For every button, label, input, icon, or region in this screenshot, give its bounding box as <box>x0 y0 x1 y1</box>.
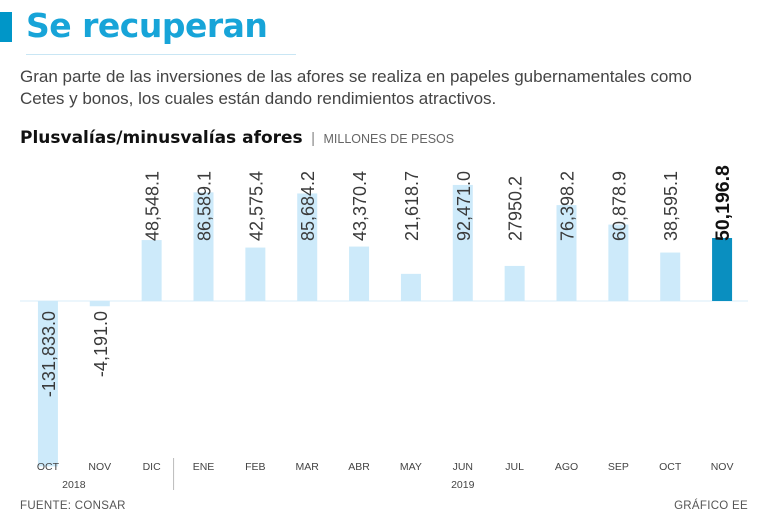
bar-1 <box>89 301 110 307</box>
bar-12 <box>660 252 681 301</box>
bar-4 <box>245 247 266 301</box>
month-label-11: SEP <box>608 461 629 473</box>
bar-6 <box>349 246 370 301</box>
chart-title: Plusvalías/minusvalías afores <box>20 128 303 148</box>
bar-9 <box>504 265 525 301</box>
title-divider <box>26 54 296 55</box>
bar-8 <box>452 184 473 301</box>
value-label-5: 85,684.2 <box>298 171 318 241</box>
bar-3 <box>193 192 214 301</box>
month-label-2: DIC <box>143 461 162 473</box>
bar-13 <box>712 238 733 301</box>
year-label-2018: 2018 <box>62 479 86 491</box>
value-label-7: 21,618.7 <box>402 171 422 241</box>
month-label-6: ABR <box>348 461 370 473</box>
month-label-4: FEB <box>245 461 265 473</box>
value-label-6: 43,370.4 <box>350 171 370 241</box>
value-label-13: 50,196.8 <box>712 165 734 241</box>
bar-7 <box>400 273 421 301</box>
month-label-3: ENE <box>193 461 215 473</box>
credit-note: GRÁFICO EE <box>674 500 748 512</box>
month-label-10: AGO <box>555 461 578 473</box>
chart-title-separator: | <box>311 130 316 147</box>
month-label-12: OCT <box>659 461 682 473</box>
chart-units: MILLONES DE PESOS <box>323 132 455 146</box>
month-label-7: MAY <box>400 461 422 473</box>
value-label-3: 86,589.1 <box>195 171 215 241</box>
month-label-5: MAR <box>296 461 320 473</box>
page-subtitle: Gran parte de las inversiones de las afo… <box>20 67 692 108</box>
month-label-0: OCT <box>37 461 60 473</box>
value-label-12: 38,595.1 <box>661 171 681 241</box>
chart-header: Plusvalías/minusvalías afores | MILLONES… <box>20 128 454 148</box>
value-label-11: 60,878.9 <box>609 171 629 241</box>
value-label-2: 48,548.1 <box>143 171 163 241</box>
month-label-8: JUN <box>453 461 473 473</box>
bar-5 <box>297 193 318 301</box>
value-label-4: 42,575.4 <box>246 171 266 241</box>
value-label-1: -4,191.0 <box>91 311 111 377</box>
bar-0 <box>37 301 58 467</box>
month-label-13: NOV <box>711 461 734 473</box>
bar-11 <box>608 224 629 301</box>
year-label-2019: 2019 <box>451 479 475 491</box>
month-label-1: NOV <box>88 461 111 473</box>
month-label-9: JUL <box>505 461 524 473</box>
value-label-0: -131,833.0 <box>39 311 59 397</box>
source-note: FUENTE: CONSAR <box>20 500 126 512</box>
title-accent-bar <box>0 12 12 42</box>
value-label-10: 76,398.2 <box>558 171 578 241</box>
bar-2 <box>141 240 162 301</box>
page-title: Se recuperan <box>26 6 268 45</box>
bar-10 <box>556 205 577 301</box>
value-label-8: 92,471.0 <box>454 171 474 241</box>
value-label-9: 27950.2 <box>506 176 526 241</box>
